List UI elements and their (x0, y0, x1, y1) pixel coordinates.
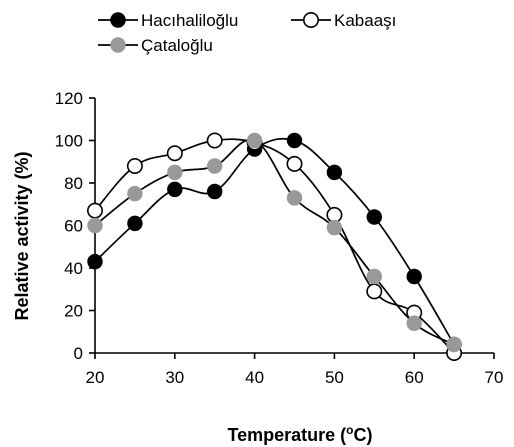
data-point-s0-8 (406, 268, 422, 285)
y-tick-label: 60 (64, 217, 83, 236)
data-point-s1-0 (87, 202, 104, 219)
data-point-s2-6 (326, 219, 343, 236)
data-point-s0-6 (326, 164, 343, 181)
data-point-s1-3 (206, 132, 223, 149)
x-tick-label: 20 (86, 368, 105, 387)
data-point-s0-3 (207, 183, 223, 200)
data-point-s0-5 (286, 132, 303, 149)
data-point-s2-1 (127, 185, 143, 202)
y-axis-title: Relative activity (%) (12, 151, 32, 320)
data-point-s2-4 (246, 132, 263, 149)
data-point-s2-0 (87, 217, 103, 234)
series-line-1 (94, 138, 455, 354)
data-point-s2-3 (207, 158, 223, 174)
data-point-s2-5 (286, 190, 303, 206)
data-point-s2-8 (406, 315, 422, 331)
y-tick-label: 120 (55, 89, 83, 108)
data-point-s0-2 (167, 181, 183, 198)
y-tick-label: 40 (64, 259, 83, 278)
y-tick-label: 80 (64, 174, 83, 193)
data-point-s2-9 (446, 336, 462, 353)
data-point-s0-0 (87, 253, 103, 270)
x-tick-label: 60 (405, 368, 424, 387)
x-tick-label: 40 (245, 368, 264, 387)
series-layer (87, 132, 463, 361)
legend-label-1: Kabaaşı (334, 11, 396, 30)
legend-marker-1 (302, 12, 319, 28)
legend-label-0: Hacıhaliloğlu (141, 11, 238, 30)
data-point-s0-1 (127, 215, 143, 232)
x-axis-title: Temperature (oC) (227, 423, 372, 445)
legend: Hacıhaliloğlu Kabaaşı Çataloğlu (98, 11, 396, 55)
x-tick-label: 70 (485, 368, 504, 387)
x-tick-label: 30 (165, 368, 184, 387)
x-tick-label: 50 (325, 368, 344, 387)
data-point-s2-2 (167, 164, 183, 181)
data-point-s1-1 (126, 158, 143, 175)
y-tick-label: 20 (64, 302, 83, 321)
data-point-s1-2 (166, 145, 183, 162)
legend-marker-0 (110, 12, 126, 28)
y-tick-label: 100 (55, 132, 83, 151)
series-line-0 (94, 137, 455, 345)
data-point-s1-5 (286, 155, 303, 172)
y-tick-label: 0 (74, 344, 83, 363)
data-point-s1-7 (366, 283, 383, 300)
data-point-s2-7 (366, 268, 382, 285)
legend-marker-2 (110, 37, 126, 53)
data-point-s0-7 (366, 209, 382, 225)
legend-label-2: Çataloğlu (141, 36, 213, 55)
series-line-2 (94, 138, 455, 346)
data-point-s1-6 (326, 206, 343, 223)
